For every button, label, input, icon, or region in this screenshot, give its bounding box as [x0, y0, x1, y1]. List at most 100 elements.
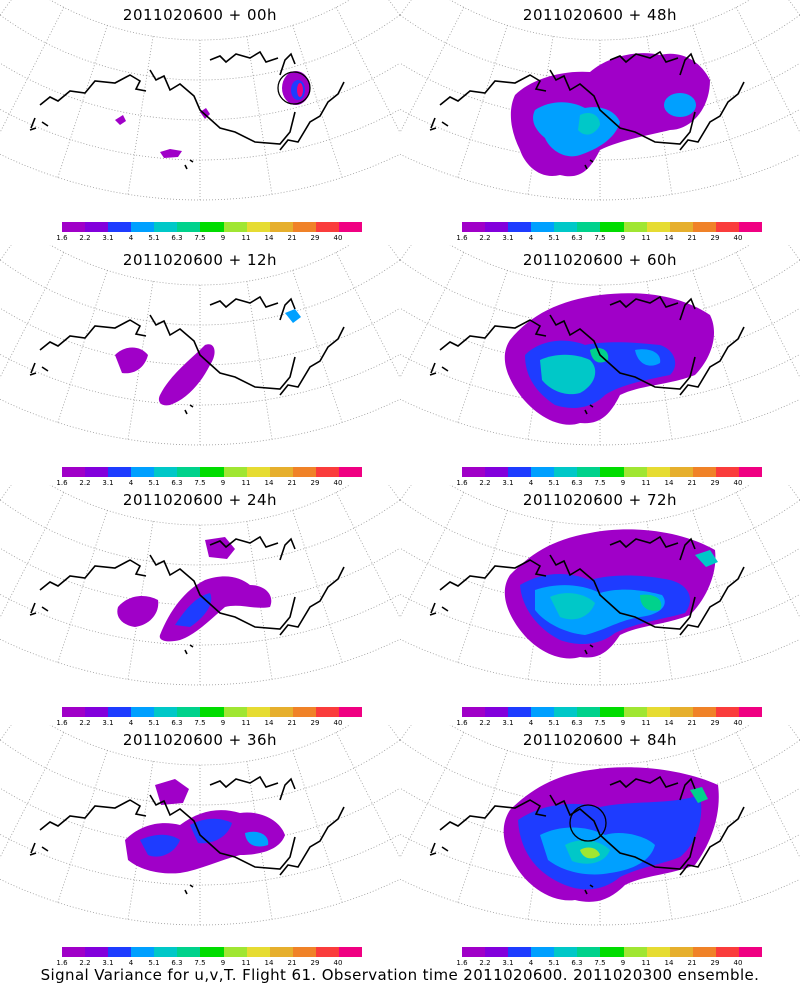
latitude-line — [0, 108, 400, 161]
latitude-line — [400, 307, 800, 366]
colorbar-swatch — [223, 707, 247, 717]
colorbar-swatch — [85, 222, 109, 232]
colorbar-swatch — [485, 222, 509, 232]
coastline — [39, 74, 147, 106]
colorbar-swatch — [623, 947, 647, 957]
coastline — [439, 559, 547, 591]
colorbar-swatch — [108, 467, 132, 477]
colorbar-swatch — [292, 707, 316, 717]
colorbar-labels: 1.6 2.2 3.1 4 5.1 6.3 7.5 9 11 14 21 29 40 — [52, 479, 372, 489]
latitude-line — [49, 485, 351, 526]
coastline — [549, 794, 696, 870]
latitude-line — [0, 833, 400, 886]
longitude-line — [335, 252, 400, 379]
colorbar-tick-label: 7.5 — [194, 959, 206, 967]
colorbar-swatch — [508, 467, 532, 477]
colorbar-tick-label: 40 — [333, 719, 343, 727]
colorbar-swatch — [131, 467, 155, 477]
colorbar-swatch — [177, 222, 201, 232]
colorbar-swatch — [62, 707, 86, 717]
colorbar-tick-label: 21 — [687, 719, 697, 727]
colorbar-swatch — [85, 707, 109, 717]
colorbar-tick-label: 11 — [241, 234, 251, 242]
colorbar-tick-label: 29 — [310, 959, 320, 967]
longitude-line — [400, 485, 412, 501]
colorbar-tick-label: 21 — [687, 234, 697, 242]
colorbar-tick-label: 6.3 — [171, 719, 183, 727]
colorbar — [462, 467, 763, 477]
colorbar-swatch — [554, 947, 578, 957]
coastline — [209, 295, 279, 309]
longitude-line — [388, 245, 400, 261]
colorbar-swatch — [715, 707, 739, 717]
colorbar-swatch — [131, 222, 155, 232]
longitude-line — [457, 25, 508, 178]
colorbar-tick-label: 40 — [733, 959, 743, 967]
latitude-line — [0, 259, 400, 326]
colorbar-swatch — [577, 947, 601, 957]
colorbar-swatch — [508, 707, 532, 717]
colorbar-swatch — [223, 222, 247, 232]
latitude-line — [0, 739, 400, 806]
latitude-line — [0, 353, 400, 406]
colorbar-tick-label: 9 — [220, 234, 226, 242]
colorbar-swatch — [462, 222, 486, 232]
colorbar — [62, 222, 363, 232]
colorbar-tick-label: 11 — [241, 959, 251, 967]
colorbar-swatch — [692, 222, 716, 232]
coastline — [609, 775, 679, 789]
coastline — [209, 775, 279, 789]
figure-caption: Signal Variance for u,v,T. Flight 61. Ob… — [40, 966, 760, 984]
longitude-line — [0, 0, 12, 16]
longitude-line — [57, 25, 108, 178]
colorbar-swatch — [531, 947, 555, 957]
colorbar-tick-label: 1.6 — [456, 234, 468, 242]
colorbar-tick-label: 2.2 — [479, 479, 491, 487]
coastline — [279, 326, 345, 396]
colorbar-swatch — [338, 707, 363, 717]
colorbar-tick-label: 29 — [310, 479, 320, 487]
colorbar-tick-label: 3.1 — [502, 479, 514, 487]
colorbar-tick-label: 21 — [287, 719, 297, 727]
colorbar-tick-label: 1.6 — [56, 234, 68, 242]
longitude-line — [246, 36, 273, 195]
colorbar-swatch — [531, 707, 555, 717]
colorbar-swatch — [269, 222, 293, 232]
colorbar-swatch — [508, 222, 532, 232]
panel-00h: 2011020600 + 00h 1.6 2.2 3.1 4 5.1 6.3 7.5 9 11 1… — [0, 0, 400, 242]
colorbar-tick-label: 9 — [220, 959, 226, 967]
colorbar-swatch — [692, 707, 716, 717]
coastline — [609, 50, 679, 64]
coastline — [549, 554, 696, 630]
colorbar-tick-label: 2.2 — [79, 959, 91, 967]
colorbar-tick-label: 29 — [310, 719, 320, 727]
colorbar-tick-label: 7.5 — [594, 959, 606, 967]
latitude-line — [0, 307, 400, 366]
longitude-line — [400, 245, 412, 261]
colorbar-tick-label: 14 — [264, 479, 274, 487]
panel-title: 2011020600 + 36h — [122, 731, 278, 749]
colorbar — [62, 707, 363, 717]
latitude-line — [449, 485, 751, 526]
colorbar-swatch — [554, 707, 578, 717]
longitude-line — [0, 485, 12, 501]
coastline — [679, 297, 696, 321]
colorbar-tick-label: 7.5 — [194, 479, 206, 487]
colorbar-swatch — [131, 707, 155, 717]
variance-map — [400, 0, 800, 201]
colorbar-labels: 1.6 2.2 3.1 4 5.1 6.3 7.5 9 11 14 21 29 40 — [452, 234, 772, 244]
colorbar-swatch — [646, 947, 670, 957]
longitude-line — [335, 492, 400, 619]
longitude-line — [0, 7, 65, 134]
coastline — [679, 537, 696, 561]
colorbar-tick-label: 11 — [241, 479, 251, 487]
colorbar-swatch — [223, 467, 247, 477]
colorbar-labels: 1.6 2.2 3.1 4 5.1 6.3 7.5 9 11 14 21 29 40 — [52, 959, 372, 969]
colorbar-tick-label: 6.3 — [571, 959, 583, 967]
panel-36h: 2011020600 + 36h 1.6 2.2 3.1 4 5.1 6.3 7.5 9 11 1… — [0, 725, 400, 967]
latitude-line — [449, 725, 751, 766]
latitude-line — [0, 14, 400, 81]
colorbar-swatch — [177, 947, 201, 957]
longitude-line — [735, 732, 800, 859]
colorbar-tick-label: 29 — [710, 479, 720, 487]
